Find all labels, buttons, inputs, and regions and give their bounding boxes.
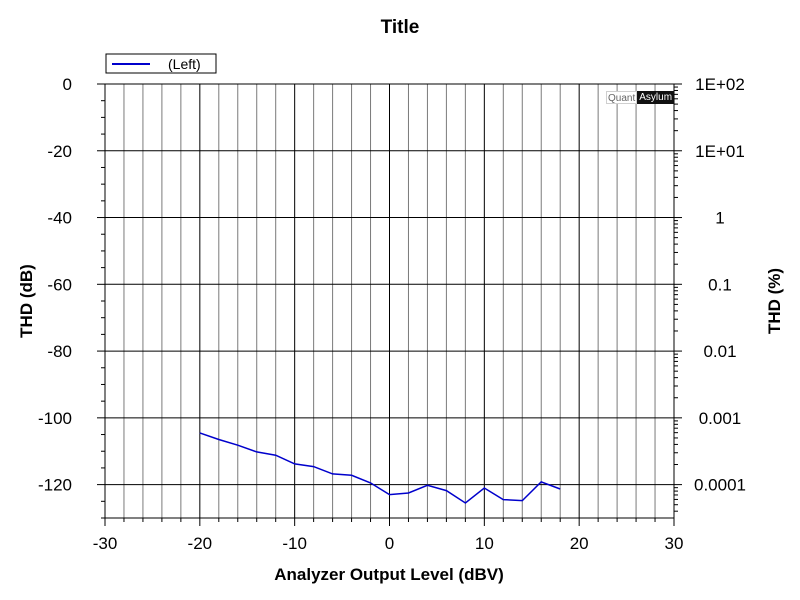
x-tick-label: -30 xyxy=(93,534,118,553)
x-tick-label: 10 xyxy=(475,534,494,553)
axis-ticks xyxy=(97,83,682,526)
y-axis-right-label: THD (%) xyxy=(765,268,784,334)
y-tick-label-right: 0.001 xyxy=(699,409,742,428)
legend: (Left) xyxy=(105,53,217,74)
y-tick-label: -100 xyxy=(38,409,72,428)
brand-watermark: Quant Asylum xyxy=(606,91,675,104)
y-tick-label-right: 1E+01 xyxy=(695,142,745,161)
x-tick-label: 20 xyxy=(570,534,589,553)
y-tick-label: 0 xyxy=(63,75,72,94)
y-tick-label: -80 xyxy=(47,342,72,361)
y-tick-label-right: 1 xyxy=(715,209,724,228)
x-axis-label: Analyzer Output Level (dBV) xyxy=(274,565,504,584)
brand-right: Asylum xyxy=(637,91,675,104)
y-tick-label-right: 0.0001 xyxy=(694,476,746,495)
y-tick-label-right: 0.01 xyxy=(703,342,736,361)
y-tick-label: -120 xyxy=(38,476,72,495)
chart-title: Title xyxy=(381,17,420,38)
x-tick-label: -20 xyxy=(188,534,213,553)
y-tick-label: -20 xyxy=(47,142,72,161)
tick-labels: 0-20-40-60-80-100-120-30 -20 -10 0 10 20 301E+… xyxy=(38,75,746,553)
grid xyxy=(104,83,675,518)
x-tick-label: 30 xyxy=(665,534,684,553)
y-tick-label-right: 0.1 xyxy=(708,275,732,294)
series-line-left xyxy=(199,432,561,504)
y-tick-label-right: 1E+02 xyxy=(695,75,745,94)
x-tick-label: 0 xyxy=(385,534,394,553)
series-lines xyxy=(199,432,561,504)
x-tick-label: -10 xyxy=(282,534,307,553)
y-tick-label: -60 xyxy=(47,275,72,294)
brand-left: Quant xyxy=(606,91,638,104)
y-tick-label: -40 xyxy=(47,209,72,228)
y-axis-label: THD (dB) xyxy=(17,264,36,338)
legend-box xyxy=(105,53,217,74)
legend-label: (Left) xyxy=(168,56,201,72)
